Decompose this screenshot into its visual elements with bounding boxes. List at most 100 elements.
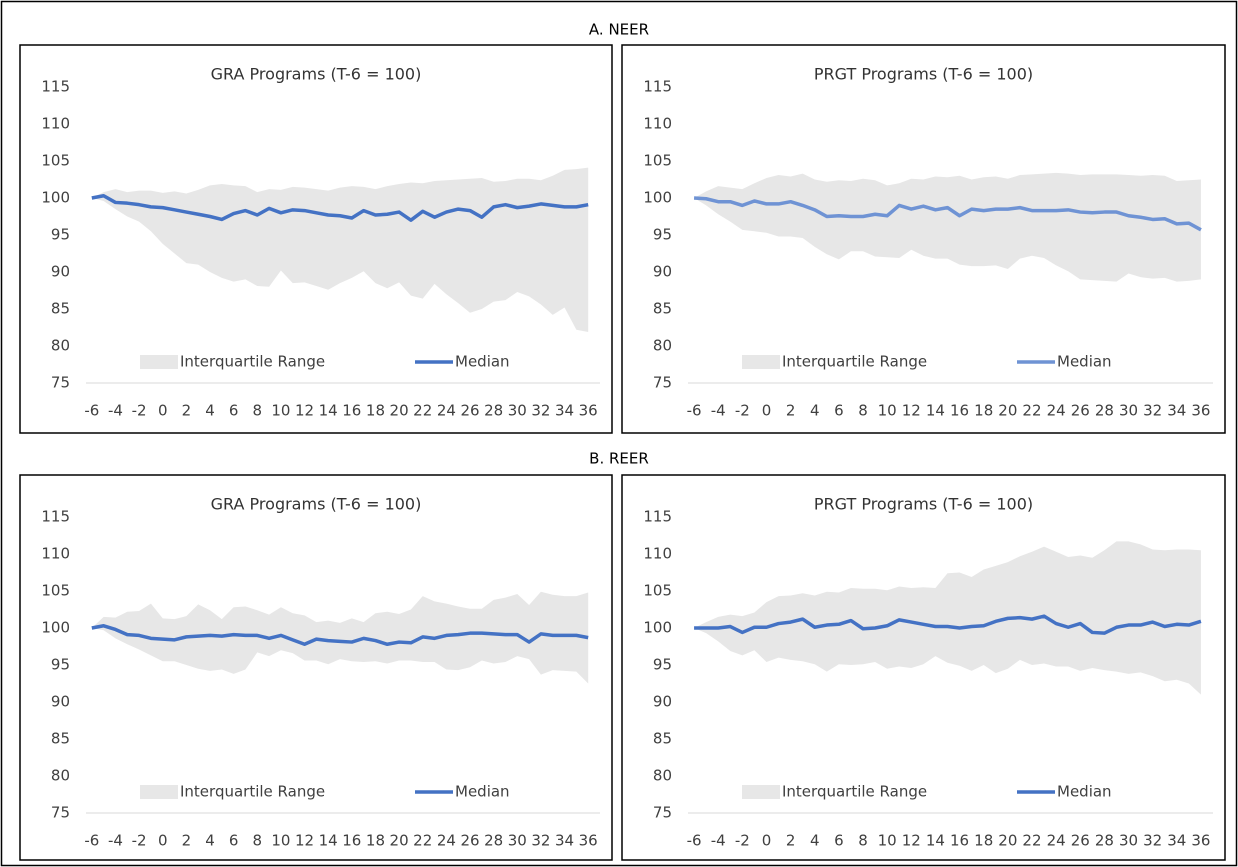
y-tick-label: 105 <box>643 582 672 600</box>
legend-label: Median <box>1057 353 1112 371</box>
y-tick-label: 80 <box>51 337 70 355</box>
x-tick-label: 26 <box>1071 832 1090 850</box>
x-tick-label: 20 <box>390 832 409 850</box>
y-tick-label: 95 <box>51 656 70 674</box>
x-tick-label: 28 <box>1095 832 1114 850</box>
x-tick-label: 4 <box>810 402 820 420</box>
x-tick-label: -4 <box>108 402 123 420</box>
x-tick-label: 8 <box>252 402 262 420</box>
legend-label: Median <box>455 783 510 801</box>
x-tick-label: -4 <box>108 832 123 850</box>
x-tick-label: 14 <box>926 832 945 850</box>
x-tick-label: 34 <box>1167 402 1186 420</box>
x-tick-label: 24 <box>1047 832 1066 850</box>
x-tick-label: 20 <box>998 402 1017 420</box>
x-tick-label: -6 <box>687 832 702 850</box>
x-tick-label: 0 <box>158 832 168 850</box>
x-tick-label: 8 <box>858 832 868 850</box>
x-tick-label: 18 <box>366 832 385 850</box>
x-tick-label: 12 <box>295 832 314 850</box>
chart-title: PRGT Programs (T-6 = 100) <box>814 65 1033 84</box>
y-tick-label: 75 <box>51 374 70 392</box>
x-tick-label: 6 <box>834 402 844 420</box>
legend-label: Interquartile Range <box>782 783 927 801</box>
y-tick-label: 105 <box>41 152 70 170</box>
x-tick-label: 28 <box>484 402 503 420</box>
x-tick-label: 4 <box>205 832 215 850</box>
x-tick-label: -6 <box>687 402 702 420</box>
y-tick-label: 110 <box>41 545 70 563</box>
x-tick-label: 14 <box>926 402 945 420</box>
x-tick-label: 0 <box>762 832 772 850</box>
y-tick-label: 105 <box>41 582 70 600</box>
iqr-band <box>694 172 1201 282</box>
y-tick-label: 95 <box>51 226 70 244</box>
x-tick-label: 30 <box>1119 832 1138 850</box>
x-tick-label: 22 <box>413 402 432 420</box>
iqr-band <box>91 591 589 684</box>
x-tick-label: 4 <box>810 832 820 850</box>
x-tick-label: 10 <box>878 402 897 420</box>
section-title: A. NEER <box>589 21 649 39</box>
x-tick-label: 18 <box>974 402 993 420</box>
x-tick-label: -4 <box>711 832 726 850</box>
chart-panel: PRGT Programs (T-6 = 100)758085909510010… <box>621 474 1226 861</box>
x-tick-label: 34 <box>555 832 574 850</box>
x-tick-label: 22 <box>1022 832 1041 850</box>
legend-swatch <box>742 785 780 799</box>
y-tick-label: 95 <box>653 656 672 674</box>
x-tick-label: 36 <box>579 832 598 850</box>
x-tick-label: 2 <box>182 832 192 850</box>
y-tick-label: 75 <box>653 804 672 822</box>
legend-swatch <box>140 355 178 369</box>
y-tick-label: 115 <box>41 508 70 526</box>
y-tick-label: 85 <box>653 730 672 748</box>
x-tick-label: 34 <box>1167 832 1186 850</box>
x-tick-label: 14 <box>319 402 338 420</box>
y-tick-label: 85 <box>51 730 70 748</box>
x-tick-label: 34 <box>555 402 574 420</box>
x-tick-label: 18 <box>366 402 385 420</box>
x-tick-label: -2 <box>735 832 750 850</box>
chart-title: GRA Programs (T-6 = 100) <box>211 495 422 514</box>
x-tick-label: 30 <box>1119 402 1138 420</box>
x-tick-label: 16 <box>950 832 969 850</box>
x-tick-label: 4 <box>205 402 215 420</box>
x-tick-label: 16 <box>342 832 361 850</box>
x-tick-label: 24 <box>1047 402 1066 420</box>
x-tick-label: 32 <box>531 402 550 420</box>
x-tick-label: 36 <box>579 402 598 420</box>
x-tick-label: -2 <box>735 402 750 420</box>
y-tick-label: 75 <box>653 374 672 392</box>
y-tick-label: 90 <box>51 693 70 711</box>
median-line <box>91 194 589 222</box>
x-tick-label: -2 <box>132 402 147 420</box>
x-tick-label: 36 <box>1191 402 1210 420</box>
y-tick-label: 90 <box>653 263 672 281</box>
y-tick-label: 115 <box>643 508 672 526</box>
x-tick-label: 6 <box>229 402 239 420</box>
x-tick-label: -6 <box>84 832 99 850</box>
x-tick-label: 2 <box>182 402 192 420</box>
x-tick-label: 32 <box>1143 832 1162 850</box>
x-tick-label: 2 <box>786 402 796 420</box>
x-tick-label: 20 <box>390 402 409 420</box>
x-tick-label: 22 <box>413 832 432 850</box>
chart-panel: PRGT Programs (T-6 = 100)758085909510010… <box>621 44 1226 434</box>
x-tick-label: 0 <box>158 402 168 420</box>
legend-label: Interquartile Range <box>180 783 325 801</box>
median-line <box>694 614 1202 635</box>
x-tick-label: 10 <box>878 832 897 850</box>
x-tick-label: 12 <box>902 832 921 850</box>
x-tick-label: 2 <box>786 832 796 850</box>
y-tick-label: 110 <box>643 545 672 563</box>
legend-label: Interquartile Range <box>782 353 927 371</box>
x-tick-label: 8 <box>252 832 262 850</box>
x-tick-label: 6 <box>834 832 844 850</box>
legend-swatch <box>140 785 178 799</box>
y-tick-label: 85 <box>51 300 70 318</box>
median-line <box>693 196 1202 232</box>
x-tick-label: 32 <box>531 832 550 850</box>
y-tick-label: 85 <box>653 300 672 318</box>
